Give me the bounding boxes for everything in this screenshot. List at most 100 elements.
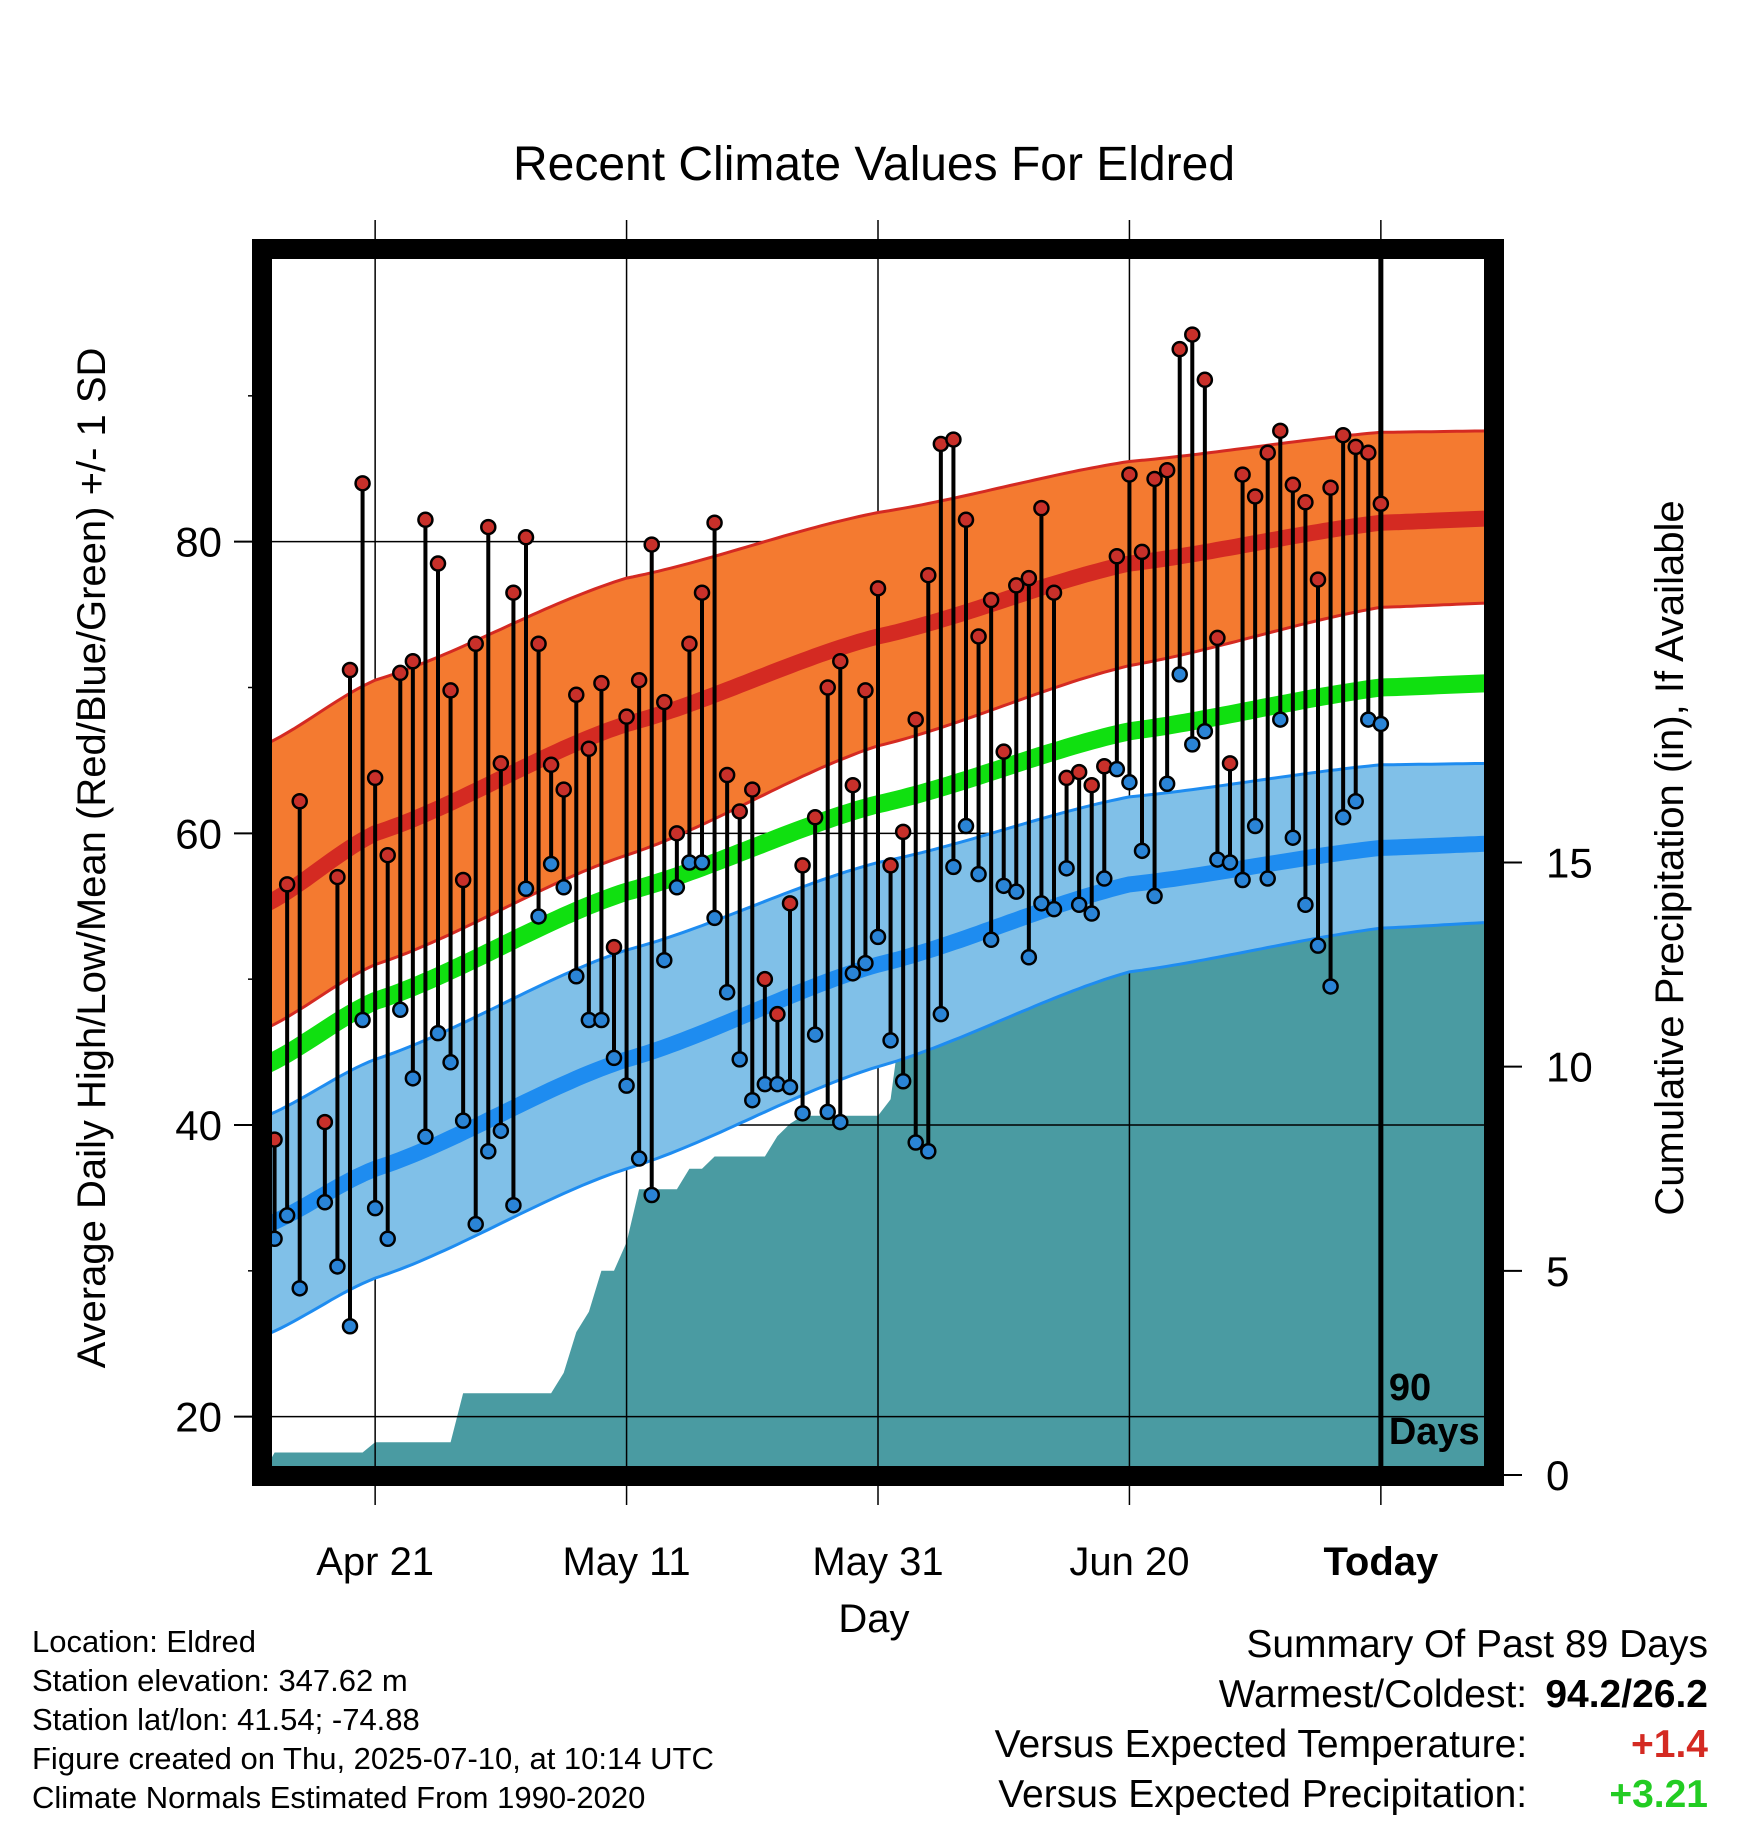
daily-high-point	[756, 970, 774, 988]
daily-high-point	[744, 781, 761, 798]
daily-low-point	[744, 1091, 761, 1109]
daily-low-point	[1234, 871, 1251, 889]
axes: 20 40 60 80 0 5 10 15 Apr 21 May 11 May 31 Jun 20 To…	[175, 220, 1593, 1584]
daily-high-point	[656, 693, 673, 711]
daily-low-point	[693, 854, 711, 871]
y2-tick-label: 15	[1546, 840, 1593, 887]
daily-high-point	[1184, 326, 1201, 343]
daily-low-point	[907, 1134, 924, 1151]
location-text: Location: Eldred	[32, 1624, 257, 1659]
y-tick-label: 40	[175, 1102, 222, 1149]
daily-low-point	[1372, 715, 1390, 733]
window-label: 90 Days	[1389, 1367, 1480, 1453]
daily-low-point	[530, 908, 547, 925]
daily-high-point	[442, 682, 459, 699]
daily-high-point	[1221, 755, 1239, 772]
y-tick-label: 20	[175, 1394, 222, 1441]
daily-low-point	[869, 928, 887, 946]
warmest-coldest-label: Warmest/Coldest:	[1218, 1673, 1528, 1716]
latlon-text: Station lat/lon: 41.54; -74.88	[32, 1702, 420, 1737]
daily-high-point	[1259, 444, 1276, 461]
daily-low-point	[630, 1150, 648, 1167]
y-tick-label: 60	[175, 810, 222, 857]
daily-low-point	[844, 965, 862, 982]
daily-high-point	[1033, 499, 1050, 517]
window-label-line: 90	[1389, 1367, 1431, 1409]
daily-low-point	[706, 909, 723, 927]
low-sd-band	[262, 761, 1494, 1339]
daily-high-point	[517, 529, 535, 546]
x-tick-label: Apr 21	[316, 1540, 434, 1584]
daily-low-point	[492, 1122, 510, 1140]
y2-tick-label: 5	[1546, 1248, 1569, 1295]
daily-high-point	[668, 825, 686, 842]
daily-low-point	[568, 968, 585, 985]
daily-low-point	[379, 1230, 396, 1247]
daily-low-point	[1259, 870, 1276, 887]
daily-low-point	[542, 855, 560, 873]
daily-high-point	[329, 868, 346, 886]
daily-high-point	[1372, 495, 1390, 512]
daily-low-point	[454, 1112, 472, 1129]
daily-low-point	[1058, 860, 1075, 877]
daily-high-point	[1272, 422, 1289, 440]
daily-low-point	[1309, 937, 1327, 954]
daily-high-point	[1133, 543, 1151, 561]
daily-low-point	[366, 1199, 384, 1217]
daily-high-point	[869, 580, 887, 597]
daily-high-point	[1196, 371, 1214, 389]
window-label-line: Days	[1389, 1411, 1480, 1453]
x-tick-label: Jun 20	[1069, 1540, 1189, 1584]
daily-high-point	[794, 857, 811, 874]
daily-low-point	[329, 1258, 346, 1275]
daily-low-point	[392, 1001, 409, 1019]
daily-high-point	[1108, 548, 1126, 565]
daily-low-point	[794, 1105, 811, 1122]
daily-low-point	[668, 879, 686, 896]
daily-low-point	[1083, 905, 1100, 922]
daily-low-point	[806, 1026, 824, 1043]
daily-low-point	[1347, 793, 1364, 810]
daily-low-point	[1196, 723, 1214, 740]
daily-high-point	[945, 431, 962, 448]
y-axis-label: Average Daily High/Low/Mean (Red/Blue/Gr…	[70, 348, 114, 1369]
daily-low-point	[643, 1186, 660, 1204]
normals-text: Climate Normals Estimated From 1990-2020	[32, 1780, 646, 1815]
daily-low-point	[1008, 883, 1025, 900]
daily-high-point	[643, 536, 660, 553]
daily-high-point	[1297, 494, 1314, 511]
daily-high-point	[379, 846, 396, 864]
daily-low-point	[1096, 870, 1113, 887]
daily-low-point	[731, 1051, 748, 1068]
daily-low-point	[517, 880, 535, 897]
daily-high-point	[1008, 577, 1025, 594]
daily-low-point	[1246, 817, 1264, 835]
x-tick-label: May 11	[562, 1540, 690, 1584]
daily-low-point	[291, 1280, 308, 1297]
daily-high-point	[1209, 629, 1226, 647]
daily-high-point	[844, 776, 862, 794]
daily-high-point	[1158, 461, 1176, 479]
elevation-text: Station elevation: 347.62 m	[32, 1663, 408, 1698]
daily-high-point	[857, 682, 874, 699]
daily-low-point	[1020, 949, 1038, 966]
plot-frame	[252, 239, 1504, 1486]
daily-high-point	[832, 653, 849, 670]
temp-anomaly-row: Versus Expected Temperature: +1.4	[995, 1720, 1708, 1770]
daily-high-point	[1045, 584, 1063, 601]
daily-low-point	[656, 951, 673, 969]
daily-low-point	[781, 1078, 799, 1096]
daily-high-point	[316, 1113, 334, 1131]
daily-high-point	[593, 674, 610, 692]
plot-area: 90 Days	[262, 250, 1494, 1475]
daily-high-point	[1284, 476, 1302, 494]
daily-low-point	[605, 1049, 623, 1067]
daily-low-point	[341, 1318, 359, 1335]
daily-low-point	[1272, 711, 1289, 728]
daily-low-point	[429, 1024, 447, 1042]
daily-low-point	[316, 1194, 334, 1211]
daily-low-point	[354, 1011, 371, 1029]
daily-low-point	[1146, 887, 1163, 905]
daily-low-point	[1070, 896, 1088, 914]
